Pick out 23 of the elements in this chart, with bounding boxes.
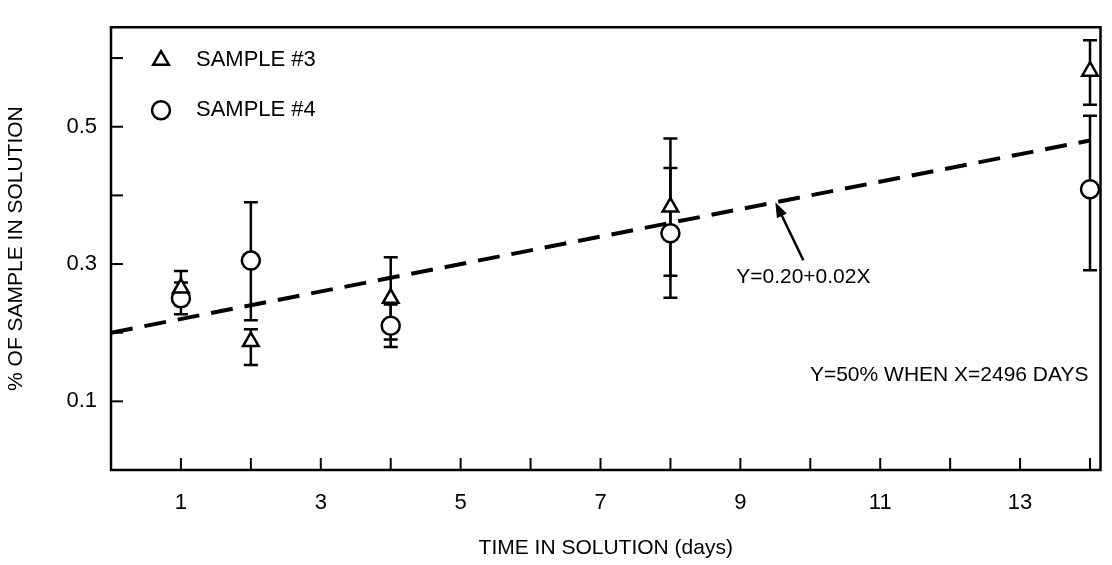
x-tick-label: 11: [868, 489, 892, 515]
point: [1079, 178, 1101, 200]
y-tick-label: 0.5: [66, 112, 97, 138]
annotation: Y=50% WHEN X=2496 DAYS: [809, 361, 1089, 385]
legend-label: SAMPLE #3: [196, 46, 316, 72]
x-tick-label: 5: [454, 489, 467, 515]
x-tick-label: 7: [594, 489, 607, 515]
point: [1080, 60, 1100, 77]
x-axis-title: TIME IN SOLUTION (days): [478, 535, 733, 559]
legend-label: SAMPLE #4: [196, 96, 316, 122]
point: [240, 250, 262, 271]
y-tick-label: 0.3: [66, 250, 97, 276]
point: [380, 315, 401, 337]
point: [660, 222, 681, 244]
annotation: Y=0.20+0.02X: [736, 263, 871, 287]
x-tick-label: 13: [1007, 489, 1033, 515]
y-axis-title: % OF SAMPLE IN SOLUTION: [3, 106, 27, 391]
point: [661, 196, 680, 213]
x-tick-label: 9: [734, 489, 747, 515]
x-tick-label: 3: [314, 489, 327, 515]
y-tick-label: 0.1: [66, 387, 97, 413]
point: [381, 288, 400, 305]
x-tick-label: 1: [174, 489, 188, 515]
